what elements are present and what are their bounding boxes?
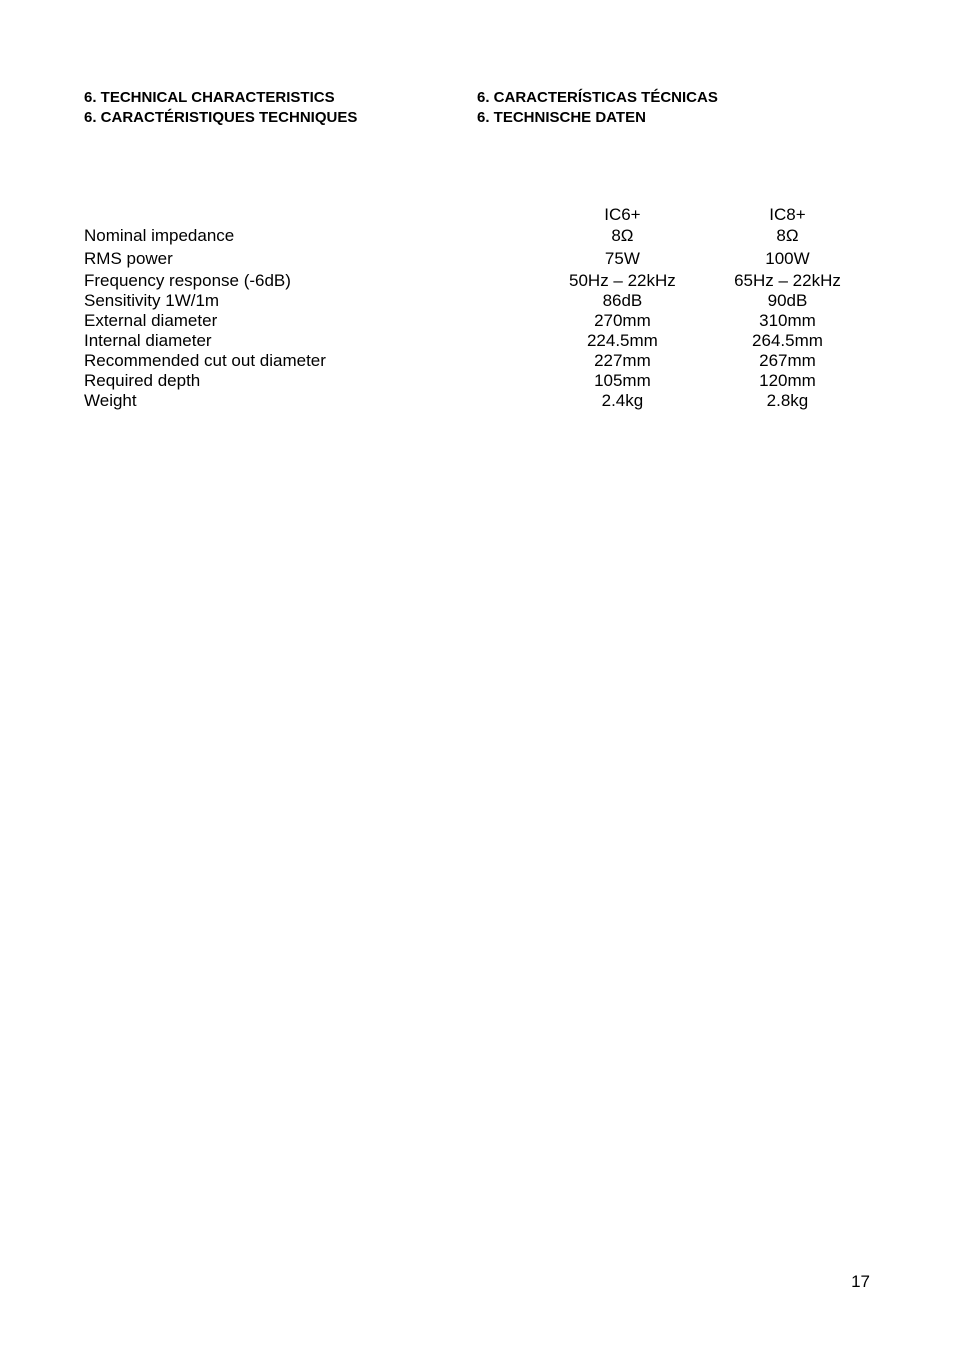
cell-value: 267mm [705, 351, 870, 371]
cell-value: 105mm [540, 371, 705, 391]
heading-en: 6. TECHNICAL CHARACTERISTICS [84, 88, 477, 108]
cell-value: 65Hz – 22kHz [705, 271, 870, 291]
cell-value: 50Hz – 22kHz [540, 271, 705, 291]
row-label: External diameter [84, 311, 540, 331]
table-row: RMS power 75W 100W [84, 248, 870, 271]
cell-value: 75W [540, 248, 705, 271]
row-label: RMS power [84, 248, 540, 271]
row-label: Sensitivity 1W/1m [84, 291, 540, 311]
heading-fr: 6. CARACTÉRISTIQUES TECHNIQUES [84, 108, 477, 128]
cell-value: 224.5mm [540, 331, 705, 351]
page-number: 17 [851, 1272, 870, 1292]
cell-value: 100W [705, 248, 870, 271]
headings-left: 6. TECHNICAL CHARACTERISTICS 6. CARACTÉR… [84, 88, 477, 127]
row-label: Internal diameter [84, 331, 540, 351]
table-header-row: IC6+ IC8+ [84, 205, 870, 225]
cell-value: 86dB [540, 291, 705, 311]
table-row: Sensitivity 1W/1m 86dB 90dB [84, 291, 870, 311]
cell-value: 8Ω [540, 225, 705, 248]
heading-de: 6. TECHNISCHE DATEN [477, 108, 870, 128]
row-label: Weight [84, 391, 540, 411]
row-label: Required depth [84, 371, 540, 391]
headings-right: 6. CARACTERÍSTICAS TÉCNICAS 6. TECHNISCH… [477, 88, 870, 127]
table-row: Internal diameter 224.5mm 264.5mm [84, 331, 870, 351]
header-col-a: IC6+ [540, 205, 705, 225]
cell-value: 264.5mm [705, 331, 870, 351]
cell-value: 270mm [540, 311, 705, 331]
heading-es: 6. CARACTERÍSTICAS TÉCNICAS [477, 88, 870, 108]
cell-value: 2.4kg [540, 391, 705, 411]
row-label: Recommended cut out diameter [84, 351, 540, 371]
table-row: Frequency response (-6dB) 50Hz – 22kHz 6… [84, 271, 870, 291]
cell-value: 90dB [705, 291, 870, 311]
header-col-b: IC8+ [705, 205, 870, 225]
cell-value: 8Ω [705, 225, 870, 248]
table-row: Nominal impedance 8Ω 8Ω [84, 225, 870, 248]
cell-value: 120mm [705, 371, 870, 391]
table-row: External diameter 270mm 310mm [84, 311, 870, 331]
row-label: Nominal impedance [84, 225, 540, 248]
table-row: Recommended cut out diameter 227mm 267mm [84, 351, 870, 371]
table-row: Required depth 105mm 120mm [84, 371, 870, 391]
row-label: Frequency response (-6dB) [84, 271, 540, 291]
cell-value: 227mm [540, 351, 705, 371]
section-headings: 6. TECHNICAL CHARACTERISTICS 6. CARACTÉR… [84, 88, 870, 127]
cell-value: 310mm [705, 311, 870, 331]
table-row: Weight 2.4kg 2.8kg [84, 391, 870, 411]
cell-value: 2.8kg [705, 391, 870, 411]
spec-table: IC6+ IC8+ Nominal impedance 8Ω 8Ω RMS po… [84, 205, 870, 411]
header-blank [84, 205, 540, 225]
